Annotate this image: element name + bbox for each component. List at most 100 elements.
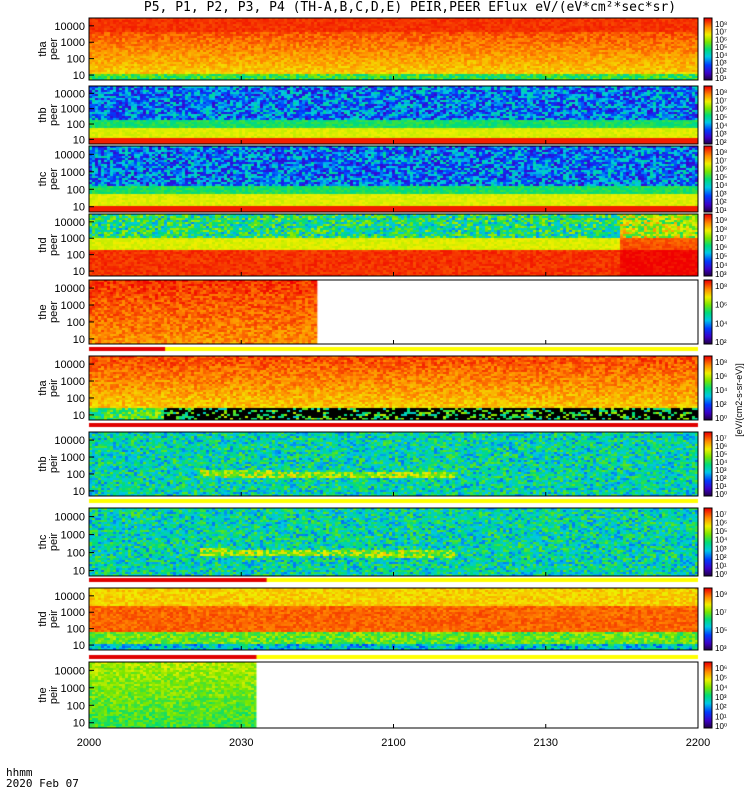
colorbar-tick-label: 10² [715,400,727,409]
panel-ylabel: thb [37,456,49,471]
y-tick-label: 10000 [54,591,85,603]
y-tick-label: 1000 [61,607,85,619]
colorbar-tick-label: 10⁶ [715,664,727,673]
colorbar-tick-label: 10⁹ [715,590,727,599]
y-tick-label: 10 [73,566,85,578]
panel-ylabel: peir [48,685,60,704]
colorbar-tick-label: 10⁵ [715,43,727,52]
colorbar-frame [703,431,713,497]
colorbar-tick-label: 10² [715,338,727,347]
panel-ylabel: thc [37,171,49,186]
colorbar-tick-label: 10² [715,198,727,207]
colorbar-tick-label: 10⁷ [715,434,727,443]
panel-ylabel: thb [37,107,49,122]
colorbar-tick-label: 10⁸ [715,225,727,234]
colorbar-tick-label: 10⁷ [715,608,727,617]
y-tick-label: 1000 [61,683,85,695]
y-tick-label: 10 [73,640,85,652]
colorbar-tick-label: 10³ [715,270,727,279]
colorbar-tick-label: 10⁴ [715,319,728,328]
colorbar-frame [703,213,713,277]
colorbar-tick-label: 10³ [715,644,727,653]
colorbar-tick-label: 10⁸ [715,148,727,157]
y-tick-label: 100 [67,624,85,636]
colorbar-tick-label: 10¹ [715,561,727,570]
colorbar-frame [703,661,713,729]
colorbar-tick-label: 10² [715,474,727,483]
panel-ylabel: peir [48,532,60,551]
colorbar-tick-label: 10⁷ [715,28,727,37]
panel-frame [88,507,699,577]
panel-frame [88,431,699,497]
y-tick-label: 10 [73,486,85,498]
colorbar-tick-label: 10⁶ [715,165,727,174]
colorbar-tick-label: 10³ [715,693,727,702]
x-tick-label: 2030 [229,737,253,749]
y-tick-label: 10 [73,334,85,346]
time-axis-label: hhmm [6,766,33,779]
y-tick-label: 10000 [54,512,85,524]
panel-ylabel: peir [48,378,60,397]
panel-frame [88,661,699,729]
colorbar-tick-label: 10⁵ [715,626,727,635]
colorbar-tick-label: 10² [715,138,727,147]
colorbar-tick-label: 10⁸ [715,358,727,367]
panel-ylabel: the [37,304,49,319]
x-tick-label: 2200 [686,737,710,749]
colorbar-tick-label: 10⁷ [715,156,727,165]
colorbar-tick-label: 10⁴ [715,261,728,270]
colorbar-tick-label: 10¹ [715,482,727,491]
panel-ylabel: peir [48,454,60,473]
colorbar-units-label: [eV/(cm2-s-sr-eV)] [734,363,744,437]
colorbar-tick-label: 10² [715,553,727,562]
y-tick-label: 1000 [61,300,85,312]
colorbar-tick-label: 10⁵ [715,113,727,122]
x-tick-label: 2000 [77,737,101,749]
panel-ylabel: thd [37,237,49,252]
panel-ylabel: peer [48,38,60,60]
panel-frame [88,587,699,651]
y-tick-label: 10 [73,410,85,422]
y-tick-label: 10000 [54,88,85,100]
panel-frame [88,355,699,421]
colorbar-tick-label: 10³ [715,189,727,198]
y-tick-label: 1000 [61,376,85,388]
colorbar-frame [703,17,713,81]
colorbar-tick-label: 10¹ [715,206,727,215]
colorbar-tick-label: 10² [715,703,727,712]
y-tick-label: 10000 [54,283,85,295]
panel-ylabel: peer [48,168,60,190]
panel-ylabel: peer [48,234,60,256]
panel-frame [88,279,699,345]
panel-ylabel: tha [37,40,49,56]
y-tick-label: 100 [67,393,85,405]
x-tick-label: 2100 [381,737,405,749]
colorbar-tick-label: 10³ [715,59,727,68]
colorbar-tick-label: 10⁴ [715,683,728,692]
colorbar-tick-label: 10⁶ [715,519,727,528]
x-tick-label: 2130 [534,737,558,749]
colorbar-tick-label: 10⁹ [715,216,727,225]
y-tick-label: 10000 [54,665,85,677]
colorbar-tick-label: 10⁵ [715,252,727,261]
y-tick-label: 10000 [54,149,85,161]
y-tick-label: 100 [67,548,85,560]
y-tick-label: 10 [73,202,85,214]
colorbar-frame [703,279,713,345]
colorbar-tick-label: 10² [715,66,727,75]
colorbar-tick-label: 10⁶ [715,372,727,381]
colorbar-tick-label: 10⁶ [715,35,727,44]
y-tick-label: 100 [67,119,85,131]
colorbar-tick-label: 10⁵ [715,527,727,536]
y-tick-label: 1000 [61,530,85,542]
colorbar-tick-label: 10⁶ [715,442,727,451]
y-tick-label: 1000 [61,452,85,464]
panel-frame [88,213,699,277]
colorbar-tick-label: 10⁶ [715,243,727,252]
colorbar-tick-label: 10⁰ [715,490,727,499]
colorbar-tick-label: 10⁴ [715,51,728,60]
colorbar-tick-label: 10⁷ [715,510,727,519]
colorbar-tick-label: 10³ [715,466,727,475]
